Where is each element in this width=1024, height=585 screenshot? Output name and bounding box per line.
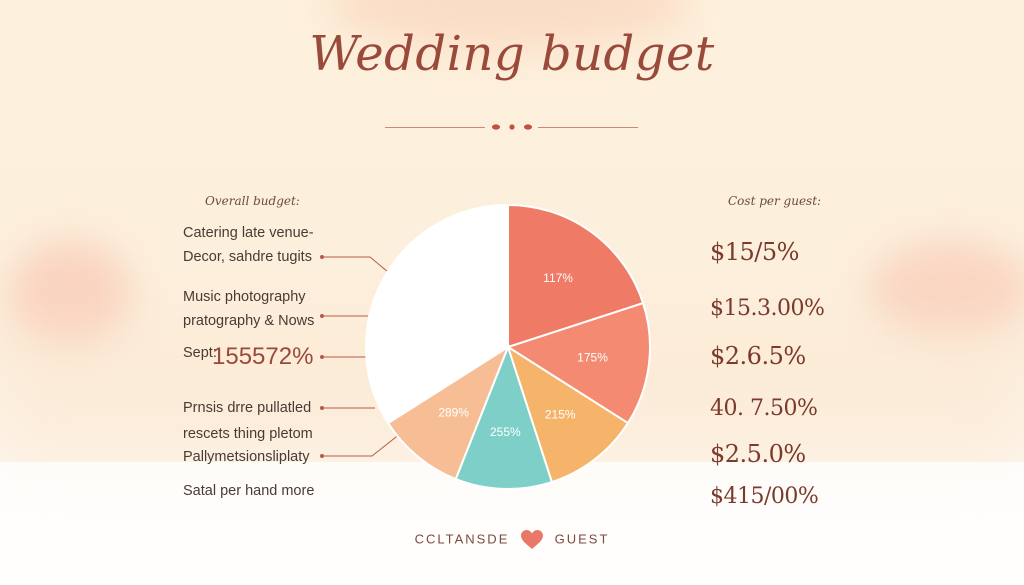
pie-slice	[505, 301, 651, 425]
title-divider-left	[385, 127, 485, 128]
pie-slice	[506, 344, 630, 484]
legend-item: Sept:	[183, 345, 217, 361]
left-highlight-value: 155572%	[212, 343, 314, 370]
footer-left-text: CCLTANSDE	[414, 531, 510, 547]
pie-slice-label: 215%	[545, 407, 576, 421]
divider-ornament-icon	[492, 124, 532, 130]
overall-budget-label: Overall budget:	[205, 194, 300, 208]
legend-item: Catering late venue-	[183, 225, 314, 241]
floral-decoration-right	[870, 240, 1024, 340]
pie-slice	[386, 344, 511, 481]
heart-icon	[521, 530, 543, 549]
legend-item: Pallymetsionsliplaty	[183, 449, 310, 465]
cost-value: $2.6.5%	[710, 342, 806, 370]
pie-slice-label: 175%	[577, 351, 608, 365]
cost-value: 40. 7.50%	[710, 396, 818, 421]
cost-value: $15/5%	[710, 238, 799, 266]
legend-item: rescets thing pletom	[183, 426, 313, 442]
cost-value: $15.3.00%	[710, 296, 825, 321]
footer-right-text: GUEST	[554, 531, 610, 547]
legend-item: Decor, sahdre tugits	[183, 249, 312, 265]
legend-item: Satal per hand more	[183, 483, 315, 499]
title-divider-right	[538, 127, 638, 128]
pie-slice	[454, 344, 554, 490]
legend-item: Music photography	[183, 289, 306, 305]
legend-item: pratography & Nows	[183, 313, 315, 329]
cost-value: $2.5.0%	[710, 440, 806, 468]
pie-slice	[365, 203, 509, 425]
cost-per-guest-label: Cost per guest:	[728, 194, 822, 208]
pie-slice	[507, 203, 645, 349]
page-title: Wedding budget	[309, 26, 715, 82]
cost-value: $415/00%	[710, 484, 819, 509]
pie-slice-label: 117%	[543, 271, 573, 285]
footer: CCLTANSDE GUEST	[0, 530, 1024, 550]
legend-item: Prnsis drre pullatled	[183, 400, 312, 416]
pie-slice-label: 289%	[438, 406, 469, 420]
pie-slice-label: 255%	[490, 425, 521, 439]
